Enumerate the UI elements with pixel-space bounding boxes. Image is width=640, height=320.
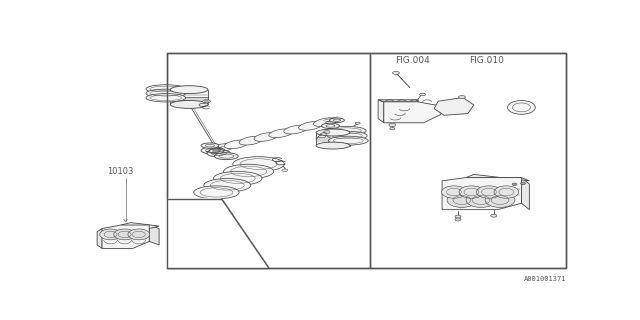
Text: A001001371: A001001371 [524,276,566,282]
Ellipse shape [328,131,367,140]
Polygon shape [378,100,418,102]
Ellipse shape [389,123,396,127]
Ellipse shape [204,179,251,192]
Bar [167,53,566,268]
Ellipse shape [146,89,186,98]
Ellipse shape [458,96,465,99]
Polygon shape [384,102,441,123]
Ellipse shape [114,229,136,240]
Ellipse shape [491,214,497,217]
Polygon shape [149,225,159,245]
Ellipse shape [239,136,263,145]
Ellipse shape [207,150,231,157]
Ellipse shape [224,140,248,149]
Ellipse shape [328,136,368,145]
Bar [167,53,566,268]
Ellipse shape [319,135,326,138]
Ellipse shape [100,229,122,240]
Ellipse shape [128,229,150,240]
Ellipse shape [254,132,278,141]
Ellipse shape [455,215,461,218]
Ellipse shape [201,143,219,148]
Polygon shape [97,228,102,248]
Ellipse shape [477,186,501,198]
Text: FIG.004: FIG.004 [395,56,429,65]
Ellipse shape [233,157,284,172]
Ellipse shape [284,125,308,134]
Ellipse shape [392,71,399,74]
Ellipse shape [146,85,186,93]
Ellipse shape [447,193,477,207]
Ellipse shape [146,93,186,102]
Ellipse shape [520,182,525,185]
Ellipse shape [269,129,293,138]
Ellipse shape [420,93,426,96]
Ellipse shape [442,186,467,198]
Ellipse shape [494,186,519,198]
Ellipse shape [170,100,208,108]
Ellipse shape [299,122,323,130]
Ellipse shape [201,147,225,154]
Ellipse shape [459,186,484,198]
Ellipse shape [512,183,517,186]
Text: 10103: 10103 [108,167,134,176]
Ellipse shape [202,100,211,103]
Ellipse shape [355,122,360,124]
Ellipse shape [485,193,515,207]
Ellipse shape [316,129,350,136]
Polygon shape [121,223,159,228]
Ellipse shape [466,193,496,207]
Ellipse shape [209,144,234,152]
Ellipse shape [214,153,238,160]
Polygon shape [102,225,149,248]
Ellipse shape [390,127,395,130]
Ellipse shape [223,164,274,179]
Polygon shape [522,178,529,210]
Polygon shape [442,178,522,210]
Ellipse shape [214,172,262,185]
Text: FIG.010: FIG.010 [469,56,504,65]
Ellipse shape [326,126,366,135]
Ellipse shape [282,169,288,172]
Ellipse shape [321,123,339,129]
Polygon shape [434,98,474,115]
Ellipse shape [316,142,350,149]
Ellipse shape [209,149,224,154]
Ellipse shape [194,186,239,199]
Ellipse shape [455,218,461,221]
Ellipse shape [330,118,344,123]
Polygon shape [378,100,384,123]
Polygon shape [466,174,529,181]
Ellipse shape [314,118,337,126]
Polygon shape [167,198,269,268]
Ellipse shape [508,100,535,114]
Ellipse shape [170,86,208,93]
